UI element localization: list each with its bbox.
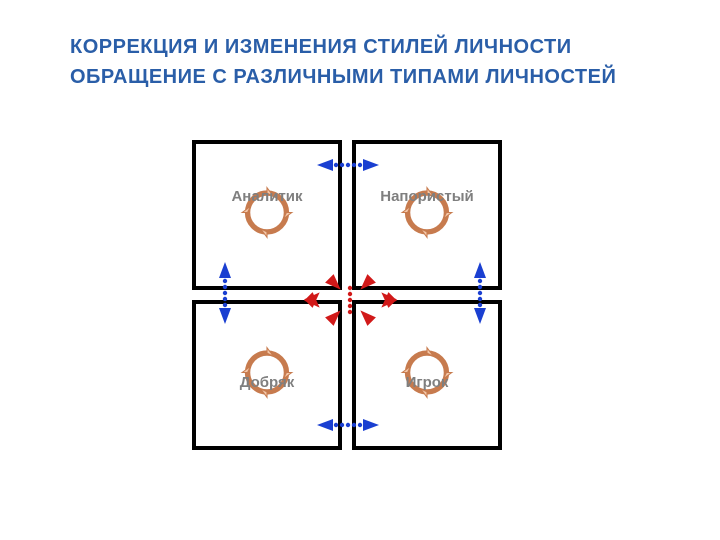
title-line-1: КОРРЕКЦИЯ И ИЗМЕНЕНИЯ СТИЛЕЙ ЛИЧНОСТИ	[70, 36, 572, 59]
quadrant-top-left: Аналитик	[192, 140, 342, 290]
title-line-2: ОБРАЩЕНИЕ С РАЗЛИЧНЫМИ ТИПАМИ ЛИЧНОСТЕЙ	[70, 66, 616, 89]
quadrant-label-kind: Добряк	[207, 374, 327, 391]
quadrant-label-player: Игрок	[367, 374, 487, 391]
quadrant-label-assertive: Напористый	[367, 188, 487, 205]
quadrant-bottom-right: Игрок	[352, 300, 502, 450]
quadrant-bottom-left: Добряк	[192, 300, 342, 450]
quadrant-label-analytic: Аналитик	[207, 188, 327, 205]
quadrant-top-right: Напористый	[352, 140, 502, 290]
quadrant-diagram: Аналитик Напористый Добряк	[192, 140, 502, 450]
